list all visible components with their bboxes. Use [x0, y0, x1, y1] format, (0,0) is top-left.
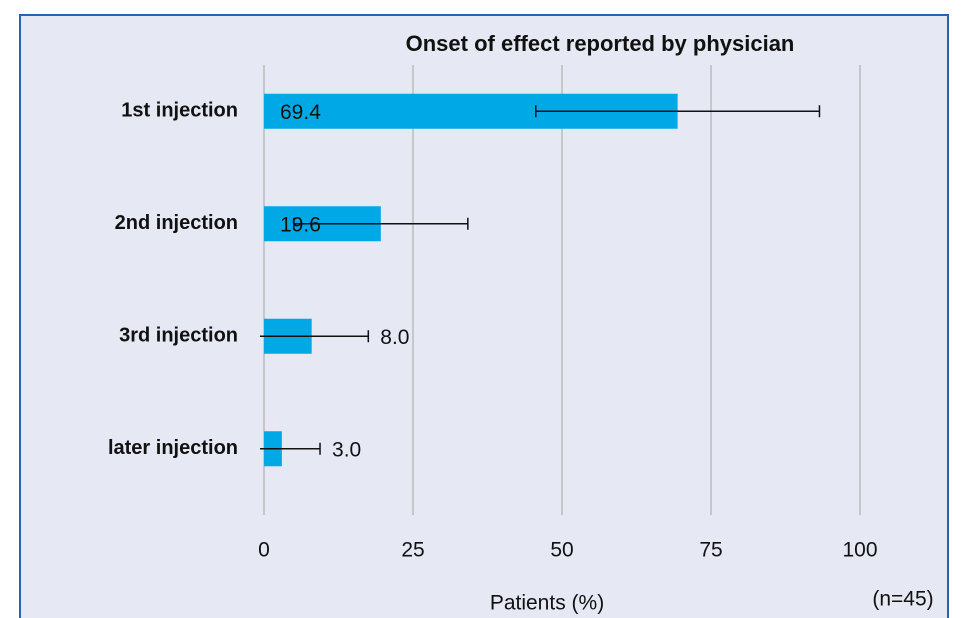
data-label: 19.6 — [280, 213, 321, 236]
error-bar — [260, 442, 321, 455]
note: (n=45) — [872, 588, 933, 611]
x-tick-label: 100 — [842, 539, 877, 562]
x-tick-label: 50 — [550, 539, 573, 562]
y-tick-label: 1st injection — [121, 100, 238, 122]
x-tick-label: 75 — [699, 539, 722, 562]
x-axis-label: Patients (%) — [490, 592, 604, 615]
x-tick-label: 25 — [401, 539, 424, 562]
x-tick-label: 0 — [258, 539, 270, 562]
chart-title: Onset of effect reported by physician — [406, 31, 795, 56]
y-tick-label: later injection — [108, 437, 238, 459]
error-bar — [260, 330, 370, 343]
error-bar — [535, 105, 821, 118]
y-tick-label: 2nd injection — [115, 212, 238, 234]
data-label: 69.4 — [280, 101, 321, 124]
error-bar — [293, 217, 469, 230]
data-label: 3.0 — [332, 438, 361, 461]
data-label: 8.0 — [380, 326, 409, 349]
y-tick-label: 3rd injection — [119, 325, 238, 347]
